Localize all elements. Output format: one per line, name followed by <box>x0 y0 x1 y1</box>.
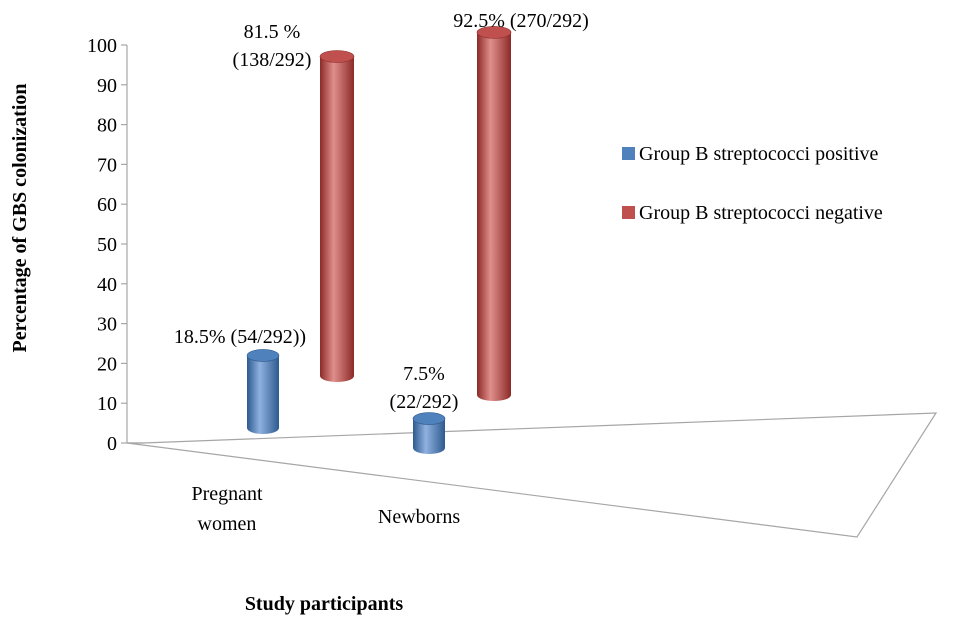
y-tick-label: 40 <box>97 274 117 296</box>
legend-label: Group B streptococci negative <box>639 202 883 224</box>
y-tick-label: 10 <box>97 393 117 415</box>
bar-top <box>412 412 446 425</box>
data-label: 18.5% (54/292)) <box>174 326 306 348</box>
data-label: 7.5% <box>403 363 445 385</box>
x-category-label-line2: women <box>198 513 257 535</box>
bar-positive-1 <box>412 412 446 454</box>
legend-swatch <box>622 147 635 160</box>
y-tick-label: 0 <box>107 433 117 455</box>
bar-body <box>320 56 354 383</box>
bar-body <box>247 355 279 434</box>
bar-top <box>246 349 280 362</box>
legend-item: Group B streptococci positive <box>622 143 879 165</box>
data-label: 81.5 % <box>244 21 301 43</box>
y-tick-label: 50 <box>97 234 117 256</box>
data-label-line2: (22/292) <box>390 391 459 413</box>
legend-item: Group B streptococci negative <box>622 202 883 224</box>
y-axis-title: Percentage of GBS colonization <box>9 83 31 352</box>
legend-label: Group B streptococci positive <box>639 143 879 165</box>
x-category-label: Newborns <box>378 506 460 528</box>
bar-top <box>476 26 512 39</box>
bar-body <box>477 32 511 401</box>
y-tick-label: 20 <box>97 353 117 375</box>
y-tick-label: 80 <box>97 115 117 137</box>
x-axis-title: Study participants <box>245 593 404 615</box>
bar-body <box>413 418 445 454</box>
y-tick-label: 70 <box>97 154 117 176</box>
y-tick-label: 90 <box>97 75 117 97</box>
bar-negative-1 <box>476 26 512 401</box>
bar-top <box>319 50 355 63</box>
x-category-label: Pregnant <box>191 483 263 505</box>
bar-negative-0 <box>319 50 355 383</box>
data-label: 92.5% (270/292) <box>453 10 589 32</box>
bar-positive-0 <box>246 349 280 434</box>
y-tick-label: 100 <box>87 35 117 57</box>
data-label-line2: (138/292) <box>233 49 312 71</box>
y-tick-label: 60 <box>97 194 117 216</box>
y-tick-label: 30 <box>97 314 117 336</box>
legend-swatch <box>622 206 635 219</box>
